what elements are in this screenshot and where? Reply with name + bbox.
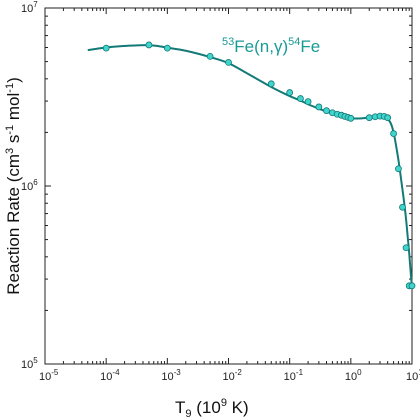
y-axis-title-close: ) — [4, 77, 23, 83]
x-tick-label: 100 — [345, 368, 362, 383]
annotation-sup-53: 53 — [222, 36, 234, 48]
x-axis-title: T9 (109 K) — [175, 397, 249, 420]
data-point — [347, 114, 355, 122]
data-point — [384, 114, 392, 122]
x-axis-title-main: T — [175, 398, 185, 417]
axis-tick-labels: 10-5 10-4 10-3 10-2 10-1 100 101 105 106 107 — [21, 0, 420, 383]
series-layer — [87, 41, 416, 290]
x-axis-title-units-exp: 9 — [221, 397, 227, 409]
data-point — [323, 107, 330, 115]
data-point — [145, 41, 153, 49]
y-tick-label: 106 — [21, 178, 38, 193]
data-point — [206, 52, 214, 60]
annotation-gamma: γ — [274, 37, 283, 56]
data-point — [390, 130, 397, 137]
x-tick-label: 10-5 — [39, 368, 59, 383]
x-tick-label: 10-1 — [284, 368, 304, 383]
data-point — [267, 80, 275, 88]
y-axis-title-main: Reaction Rate (cm — [4, 154, 23, 295]
annotation-text-1: Fe(n, — [234, 37, 274, 56]
y-axis-title-exp3: -1 — [4, 83, 16, 93]
x-tick-label: 101 — [406, 368, 420, 383]
y-axis-title-exp1: 3 — [4, 148, 16, 154]
x-tick-label: 10-4 — [100, 368, 120, 383]
x-tick-label: 10-3 — [161, 368, 181, 383]
annotation-text-3: Fe — [300, 37, 320, 56]
y-axis-title-mid2: mol — [4, 93, 23, 125]
data-point — [163, 44, 171, 52]
data-point — [402, 244, 410, 252]
x-axis-title-units-close: K) — [227, 398, 249, 417]
data-point — [304, 98, 312, 105]
annotation-text-2: ) — [282, 37, 288, 56]
data-point — [225, 58, 232, 66]
y-axis-title: Reaction Rate (cm3 s-1 mol-1) — [4, 77, 23, 295]
fit-curve-line — [87, 44, 413, 288]
data-point — [102, 44, 110, 52]
data-point — [399, 203, 406, 211]
x-tick-label: 10-2 — [223, 368, 243, 383]
reaction-annotation: 53Fe(n,γ)54Fe — [222, 36, 320, 56]
y-tick-label: 107 — [21, 0, 38, 15]
x-axis-title-units-open: (10 — [192, 398, 221, 417]
annotation-sup-54: 54 — [288, 36, 300, 48]
y-axis-title-exp2: -1 — [4, 125, 16, 135]
data-point — [315, 103, 323, 111]
data-point — [365, 114, 373, 122]
x-axis-title-sub: 9 — [185, 408, 191, 420]
y-tick-label: 105 — [21, 356, 38, 371]
data-point — [297, 95, 304, 102]
data-point — [395, 165, 402, 173]
data-point — [286, 89, 294, 96]
y-axis-title-mid: s — [4, 135, 23, 148]
data-point — [408, 282, 416, 290]
